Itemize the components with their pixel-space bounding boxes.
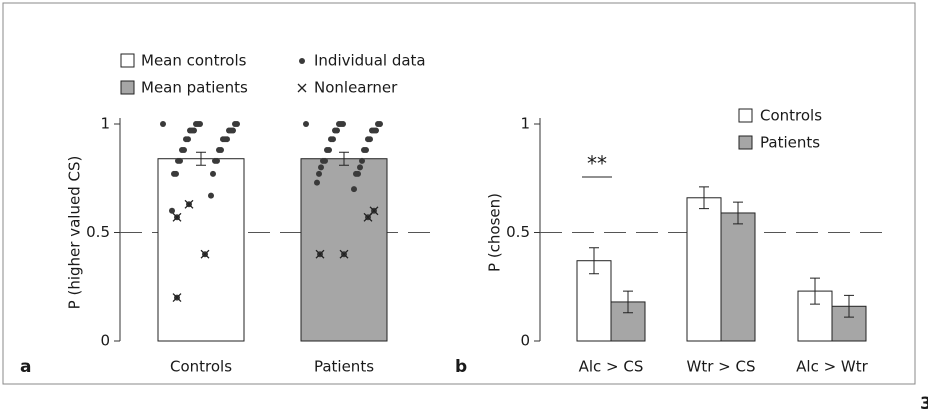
individual-point xyxy=(179,147,185,154)
individual-point xyxy=(232,121,238,127)
bar xyxy=(686,197,722,342)
x-tick-label: Wtr > CS xyxy=(687,358,756,376)
individual-point xyxy=(212,157,218,164)
individual-point xyxy=(375,121,381,127)
legend-label: Mean patients xyxy=(141,79,248,97)
individual-point xyxy=(208,192,214,199)
legend-dot xyxy=(299,58,305,64)
individual-point xyxy=(171,170,177,177)
legend-label: Controls xyxy=(760,107,822,125)
individual-point xyxy=(369,127,375,134)
error-bar xyxy=(699,186,709,210)
y-tick-label: 0 xyxy=(520,332,530,350)
error-bar xyxy=(623,290,633,314)
individual-point xyxy=(187,127,193,134)
individual-point xyxy=(216,147,222,154)
x-tick-label: Controls xyxy=(170,358,232,376)
legend-swatch xyxy=(120,80,135,95)
y-axis-label: P (higher valued CS) xyxy=(66,156,84,310)
bar xyxy=(720,212,756,342)
y-tick-label: 0.5 xyxy=(86,223,110,241)
nonlearner-point xyxy=(172,212,182,222)
individual-point xyxy=(314,179,320,186)
individual-point xyxy=(316,170,322,177)
x-tick-label: Alc > CS xyxy=(579,358,644,376)
individual-point xyxy=(169,207,175,214)
error-bar xyxy=(339,151,349,166)
legend-swatch xyxy=(738,135,753,150)
individual-point xyxy=(357,164,363,171)
legend-label: Nonlearner xyxy=(314,79,398,97)
individual-point xyxy=(336,121,342,127)
legend-label: Mean controls xyxy=(141,52,247,70)
individual-point xyxy=(359,157,365,164)
nonlearner-point xyxy=(172,293,182,303)
individual-point xyxy=(318,164,324,171)
panel-label: b xyxy=(455,357,467,377)
bar xyxy=(157,158,245,342)
x-tick-label: Patients xyxy=(314,358,374,376)
figure-border xyxy=(2,2,916,385)
panel-label: a xyxy=(20,357,31,377)
annotation: ** xyxy=(587,152,607,176)
x-tick-label: Alc > Wtr xyxy=(796,358,868,376)
nonlearner-point xyxy=(184,199,194,209)
legend-swatch xyxy=(120,53,135,68)
individual-point xyxy=(351,186,357,193)
individual-point xyxy=(353,170,359,177)
error-bar xyxy=(589,247,599,275)
nonlearner-point xyxy=(339,249,349,259)
error-bar xyxy=(733,201,743,225)
individual-point xyxy=(220,136,226,143)
y-axis-label: P (chosen) xyxy=(486,193,504,272)
error-bar xyxy=(810,277,820,305)
individual-point xyxy=(210,170,216,177)
error-bar xyxy=(844,294,854,318)
legend-label: Patients xyxy=(760,134,820,152)
nonlearner-point xyxy=(200,249,210,259)
bar xyxy=(300,158,388,342)
individual-point xyxy=(303,121,309,127)
individual-point xyxy=(160,121,166,127)
individual-point xyxy=(226,127,232,134)
individual-point xyxy=(175,157,181,164)
error-bar xyxy=(196,151,206,166)
individual-point xyxy=(324,147,330,154)
y-tick-label: 0 xyxy=(100,332,110,350)
legend-label: Individual data xyxy=(314,52,426,70)
figure-number: 3 xyxy=(920,394,928,414)
individual-point xyxy=(361,147,367,154)
individual-point xyxy=(193,121,199,127)
nonlearner-point xyxy=(315,249,325,259)
individual-point xyxy=(365,136,371,143)
legend-cross xyxy=(297,83,307,93)
individual-point xyxy=(183,136,189,143)
individual-point xyxy=(328,136,334,143)
y-tick-label: 0.5 xyxy=(506,223,530,241)
individual-point xyxy=(332,127,338,134)
legend-swatch xyxy=(738,108,753,123)
y-tick-label: 1 xyxy=(100,115,110,133)
y-tick-label: 1 xyxy=(520,115,530,133)
individual-point xyxy=(320,157,326,164)
nonlearner-point xyxy=(369,206,379,216)
